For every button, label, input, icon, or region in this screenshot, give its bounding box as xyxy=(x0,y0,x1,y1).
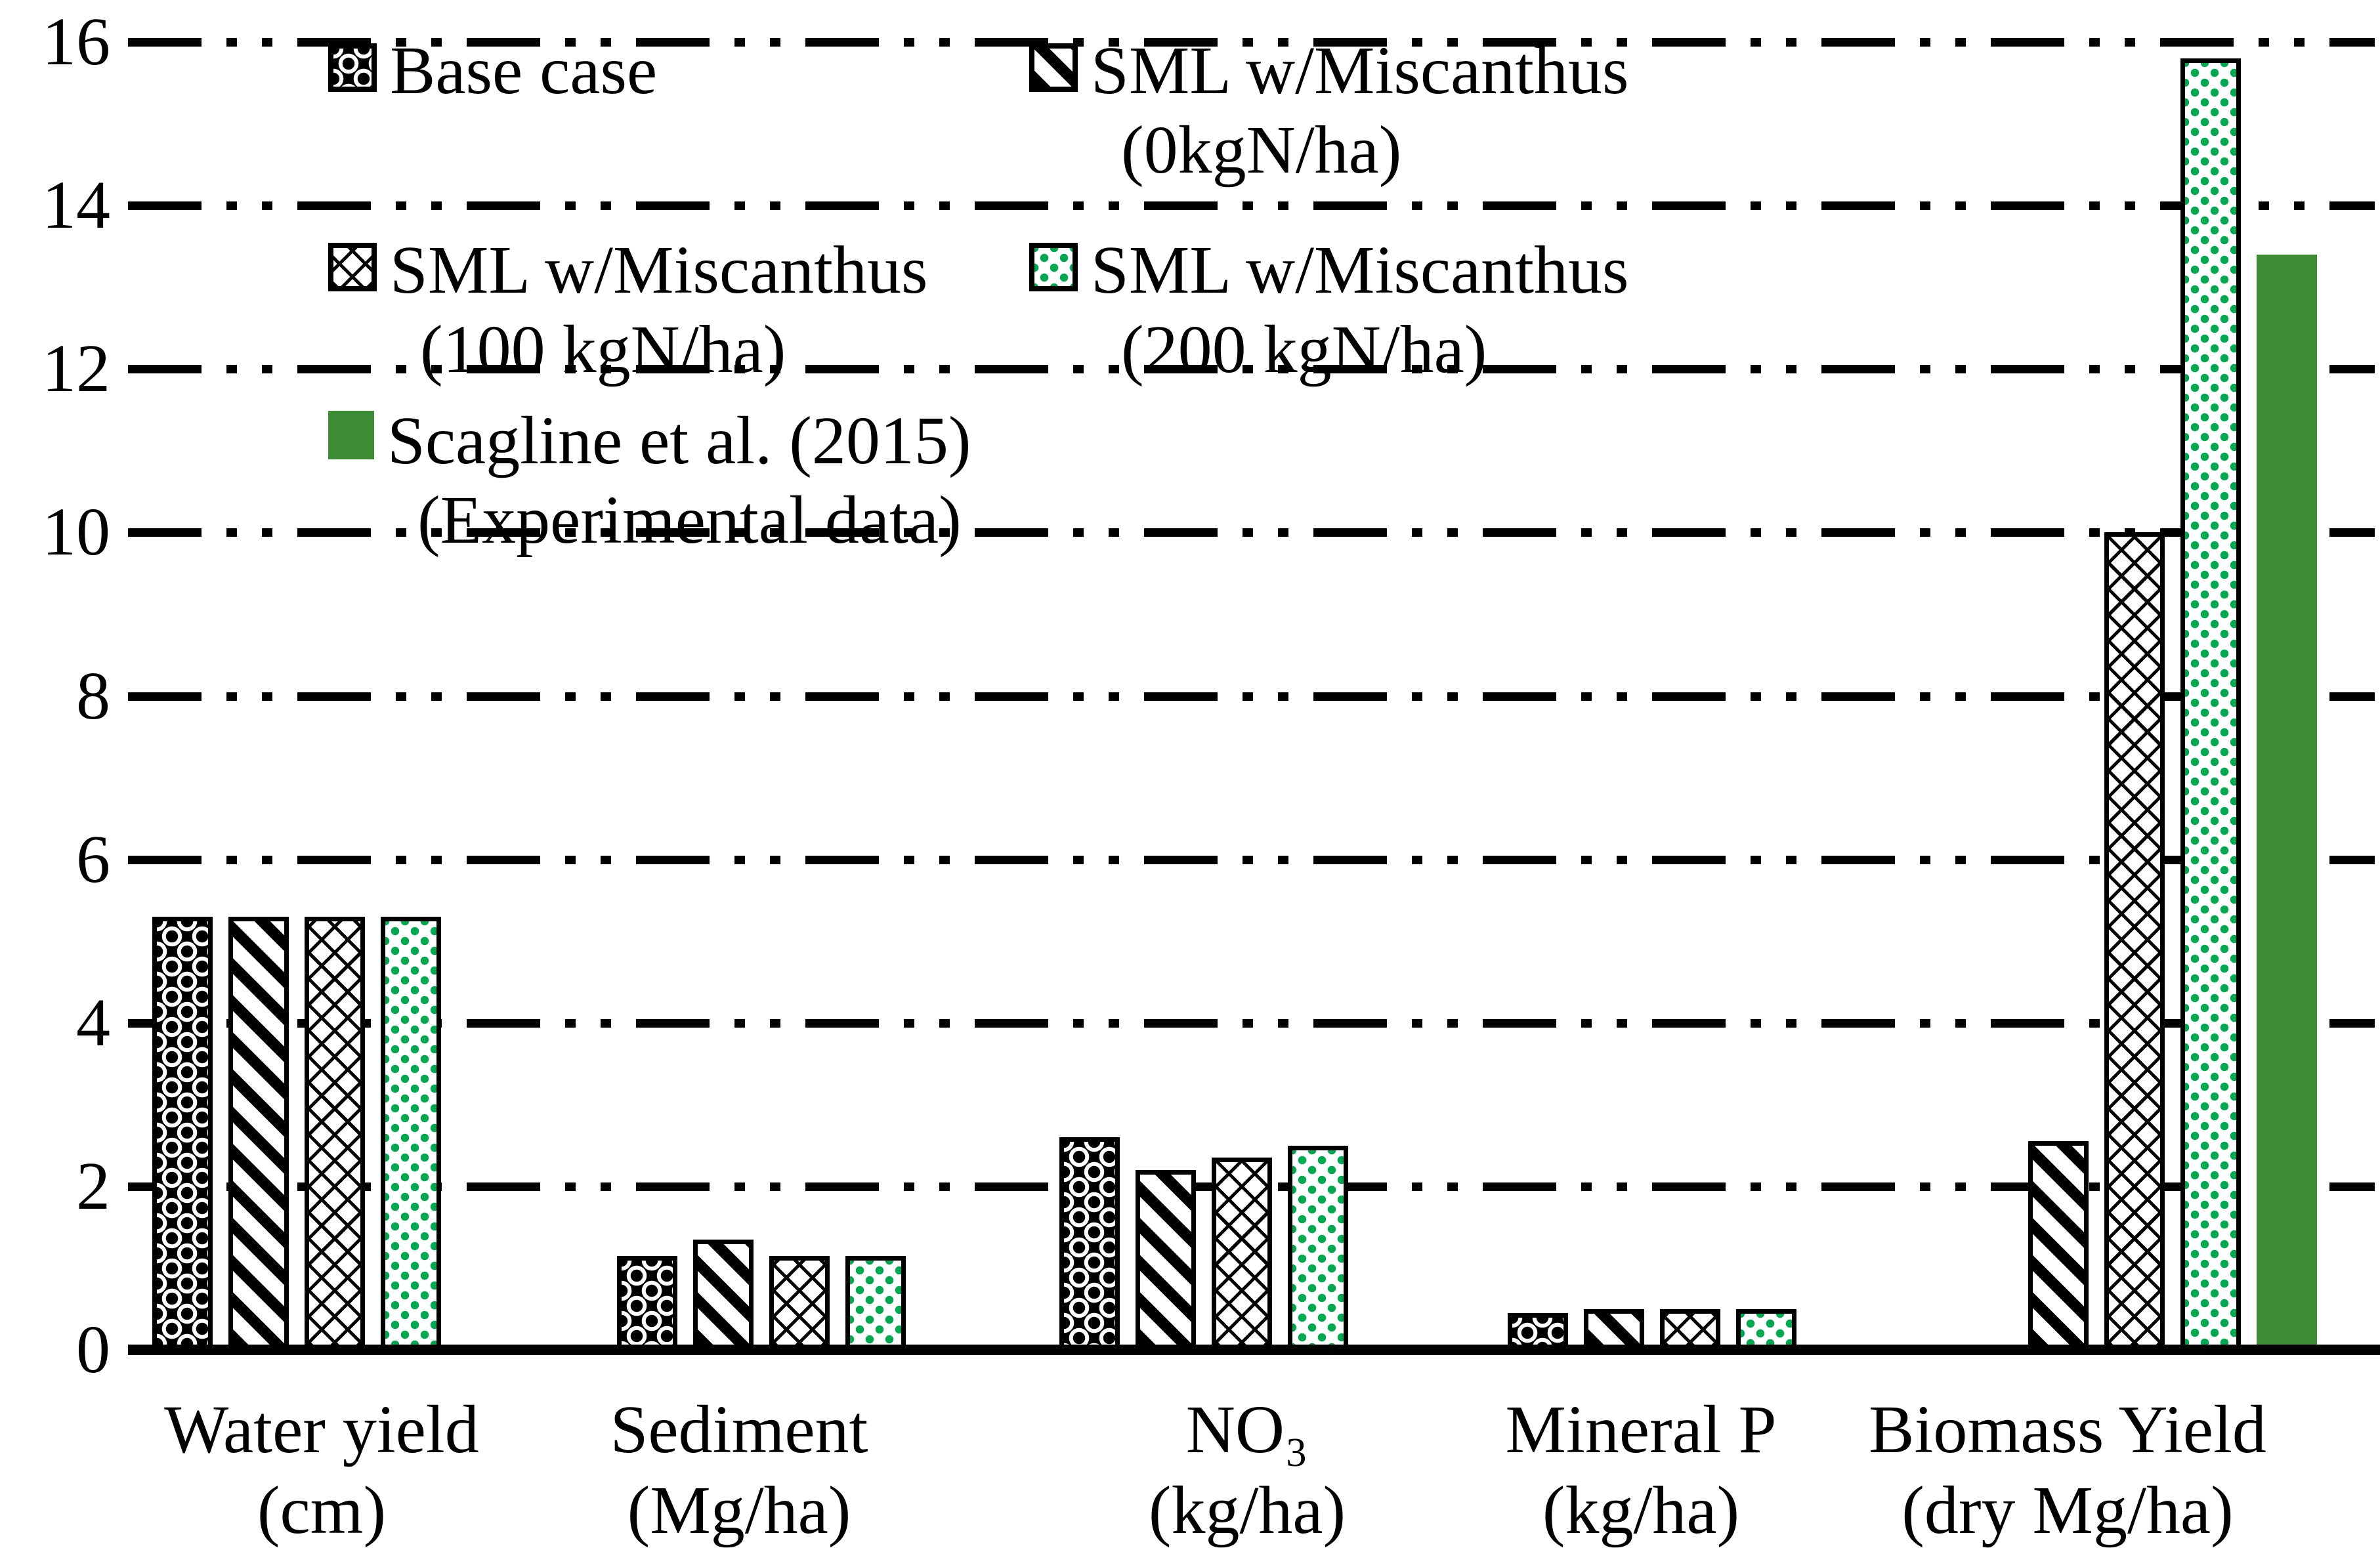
gridline-y-12 xyxy=(128,365,2375,374)
legend-label: SML w/Miscanthus (200 kgN/ha) xyxy=(1091,231,1629,389)
y-tick-label-10: 10 xyxy=(42,494,110,570)
legend-swatch-solid-icon xyxy=(328,411,374,459)
legend-label-line: Scagline et al. (2015) xyxy=(387,403,971,478)
bar-weave-2 xyxy=(1212,1158,1272,1350)
bar-gdots-3 xyxy=(1736,1308,1796,1350)
bar-group-water-yield xyxy=(152,916,441,1350)
x-category-label-line: (cm) xyxy=(257,1472,387,1548)
x-category-label-line: NO₃ xyxy=(1185,1392,1309,1467)
legend-item-gdots: SML w/Miscanthus (200 kgN/ha) xyxy=(1029,231,1629,389)
y-tick-label-8: 8 xyxy=(76,658,110,734)
bar-sphere-0 xyxy=(152,916,213,1350)
legend-label: SML w/Miscanthus (0kgN/ha) xyxy=(1091,31,1629,190)
legend-item-weave: SML w/Miscanthus (100 kgN/ha) xyxy=(328,231,928,389)
gridline-y-4 xyxy=(128,1018,2375,1028)
x-category-label-line: (kg/ha) xyxy=(1148,1472,1346,1548)
legend-label-line: (0kgN/ha) xyxy=(1121,112,1402,188)
gridline-y-8 xyxy=(128,692,2375,701)
y-tick-label-16: 16 xyxy=(42,4,110,79)
x-category-label-line: Biomass Yield xyxy=(1869,1392,2266,1467)
x-category-label-4: Biomass Yield (dry Mg/ha) xyxy=(1869,1390,2266,1548)
x-category-label-line: Mineral P xyxy=(1505,1392,1777,1467)
x-category-label-line: (kg/ha) xyxy=(1542,1472,1740,1548)
legend-swatch-weave-icon xyxy=(328,243,377,291)
y-tick-label-0: 0 xyxy=(76,1312,110,1387)
legend-swatch-stripes-icon xyxy=(1029,43,1078,92)
bar-weave-3 xyxy=(1660,1308,1720,1350)
legend-swatch-gdots-icon xyxy=(1029,243,1078,291)
gridline-y-6 xyxy=(128,855,2375,864)
x-category-label-0: Water yield (cm) xyxy=(164,1390,479,1548)
bar-weave-0 xyxy=(305,916,365,1350)
bar-group-sediment xyxy=(617,1239,906,1350)
gridline-y-16 xyxy=(128,38,2375,47)
legend-swatch-sphere-icon xyxy=(328,43,377,92)
bar-stripes-0 xyxy=(228,916,289,1350)
bar-gdots-4 xyxy=(2180,58,2241,1350)
legend-label: SML w/Miscanthus (100 kgN/ha) xyxy=(390,231,928,389)
legend-item-sphere: Base case xyxy=(328,31,657,111)
bar-gdots-2 xyxy=(1288,1145,1348,1350)
legend-label-line: SML w/Miscanthus xyxy=(1091,232,1629,308)
legend-label: Scagline et al. (2015) (Experimental data… xyxy=(387,402,971,560)
legend-item-stripes: SML w/Miscanthus (0kgN/ha) xyxy=(1029,31,1629,190)
bar-stripes-3 xyxy=(1584,1308,1644,1350)
bar-sphere-1 xyxy=(617,1255,677,1350)
x-category-label-line: Sediment xyxy=(610,1392,868,1467)
bar-weave-4 xyxy=(2104,532,2165,1350)
y-tick-label-12: 12 xyxy=(42,331,110,407)
bar-weave-1 xyxy=(769,1255,830,1350)
bar-sphere-2 xyxy=(1059,1137,1120,1350)
bar-solid-4 xyxy=(2257,254,2317,1350)
legend-label-line: (200 kgN/ha) xyxy=(1121,311,1487,387)
legend-label-line: SML w/Miscanthus xyxy=(390,232,928,308)
bar-gdots-0 xyxy=(381,916,441,1350)
legend-label-line: SML w/Miscanthus xyxy=(1091,33,1629,108)
bar-gdots-1 xyxy=(845,1255,906,1350)
bar-stripes-1 xyxy=(693,1239,754,1350)
legend-label-line: (100 kgN/ha) xyxy=(420,311,786,387)
bar-group-biomass-yield xyxy=(2028,58,2317,1350)
x-category-label-line: (dry Mg/ha) xyxy=(1902,1472,2234,1548)
x-category-label-2: NO₃ (kg/ha) xyxy=(1149,1390,1346,1548)
x-category-label-line: (Mg/ha) xyxy=(627,1472,851,1548)
bar-sphere-3 xyxy=(1508,1312,1568,1350)
legend-item-solid: Scagline et al. (2015) (Experimental data… xyxy=(328,402,971,560)
bar-group-no- xyxy=(1059,1137,1348,1350)
legend-label-line: (Experimental data) xyxy=(417,482,962,558)
gridline-y-10 xyxy=(128,528,2375,537)
x-category-label-3: Mineral P (kg/ha) xyxy=(1505,1390,1776,1548)
x-category-label-1: Sediment (Mg/ha) xyxy=(610,1390,868,1548)
bar-stripes-4 xyxy=(2028,1141,2089,1350)
x-axis-line xyxy=(128,1345,2380,1355)
y-tick-label-6: 6 xyxy=(76,821,110,897)
bar-stripes-2 xyxy=(1136,1169,1196,1350)
y-tick-label-14: 14 xyxy=(42,167,110,243)
legend-label: Base case xyxy=(390,31,657,111)
y-tick-label-2: 2 xyxy=(76,1148,110,1224)
gridline-y-14 xyxy=(128,201,2375,211)
bar-group-mineral-p xyxy=(1508,1308,1796,1350)
y-tick-label-4: 4 xyxy=(76,984,110,1060)
legend-label-line: Base case xyxy=(390,33,658,108)
x-category-label-line: Water yield xyxy=(164,1392,479,1467)
